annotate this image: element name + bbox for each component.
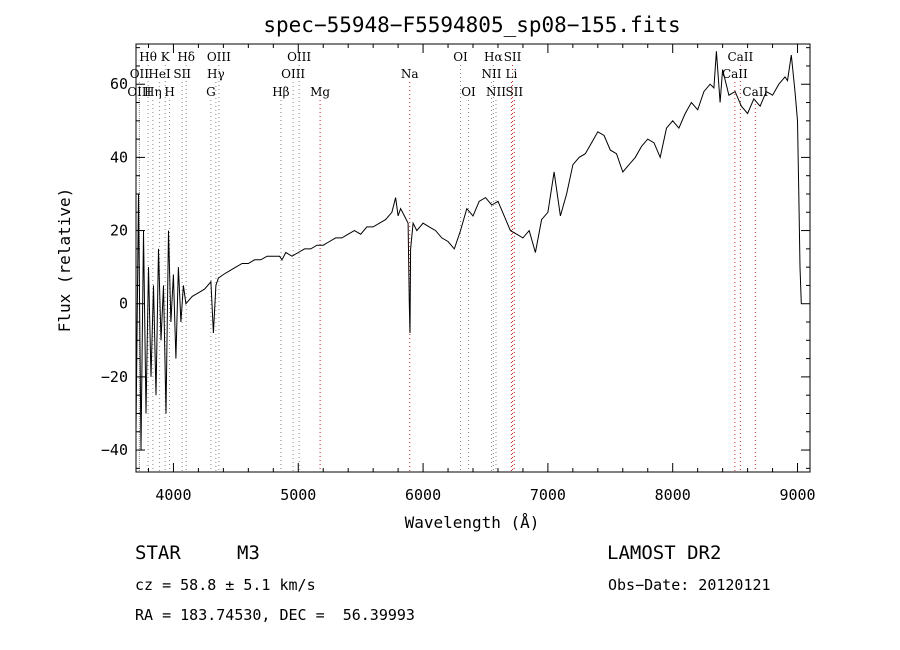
- object-subclass: M3: [237, 542, 260, 564]
- spectral-line-label: Hα: [484, 50, 503, 64]
- spectrum-series-line: [135, 51, 802, 451]
- spectral-line-label: OI: [461, 85, 476, 99]
- spectral-line-label: SII: [504, 50, 522, 64]
- spectral-line-label: CaII: [727, 50, 753, 64]
- spectral-line-label: OI: [453, 50, 468, 64]
- object-class: STAR: [135, 542, 181, 564]
- spectral-line-label: NII: [481, 67, 501, 81]
- chart-title: spec−55948−F5594805_sp08−155.fits: [263, 13, 680, 37]
- spectral-line-label: OIII: [287, 50, 311, 64]
- spectral-line-label: CaII: [742, 85, 768, 99]
- y-tick-label: 60: [110, 75, 128, 93]
- spectral-line-label: K: [161, 50, 171, 64]
- y-tick-label: 40: [110, 148, 128, 166]
- y-tick-label: 0: [119, 295, 128, 313]
- x-axis-label: Wavelength (Å): [405, 513, 540, 532]
- y-tick-label: −40: [101, 441, 128, 459]
- spectral-line-label: Hη: [144, 85, 162, 99]
- y-tick-label: −20: [101, 368, 128, 386]
- spectral-line-label: OIII: [127, 85, 151, 99]
- y-tick-label: 20: [110, 222, 128, 240]
- x-tick-label: 9000: [779, 486, 815, 504]
- spectral-line-label: HeI: [148, 67, 171, 81]
- obs-date: Obs−Date: 20120121: [608, 576, 771, 594]
- spectral-line-label: OII: [130, 67, 150, 81]
- spectral-line-label: NII: [486, 85, 506, 99]
- axis-ticks: 4000 5000 6000 7000 8000 9000 −40 −20 0 20 40 60: [101, 44, 816, 504]
- x-tick-label: 4000: [155, 486, 191, 504]
- spectral-line-label: Hβ: [272, 85, 289, 99]
- spectral-line-label: Hθ: [139, 50, 157, 64]
- ra-dec: RA = 183.74530, DEC = 56.39993: [135, 606, 415, 624]
- y-axis-label: Flux (relative): [55, 188, 74, 333]
- x-tick-label: 5000: [280, 486, 316, 504]
- plot-frame: [135, 43, 811, 473]
- spectral-line-label: H: [164, 85, 174, 99]
- x-tick-label: 6000: [405, 486, 441, 504]
- survey-name: LAMOST DR2: [607, 542, 722, 564]
- spectral-line-label: CaII: [722, 67, 748, 81]
- spectral-line-label: Mg: [310, 85, 330, 99]
- spectral-line-label: SII: [505, 85, 523, 99]
- spectral-line-label: Na: [401, 67, 419, 81]
- spectral-line-label: Hγ: [207, 67, 225, 81]
- x-tick-label: 7000: [530, 486, 566, 504]
- spectral-line-label: G: [206, 85, 216, 99]
- x-tick-label: 8000: [655, 486, 691, 504]
- spectral-line-label: SII: [173, 67, 191, 81]
- spectral-line-label: Li: [506, 67, 518, 81]
- spectral-line-label: Hδ: [177, 50, 195, 64]
- spectral-line-label: OIII: [207, 50, 231, 64]
- redshift-cz: cz = 58.8 ± 5.1 km/s: [135, 576, 316, 594]
- spectral-line-label: OIII: [281, 67, 305, 81]
